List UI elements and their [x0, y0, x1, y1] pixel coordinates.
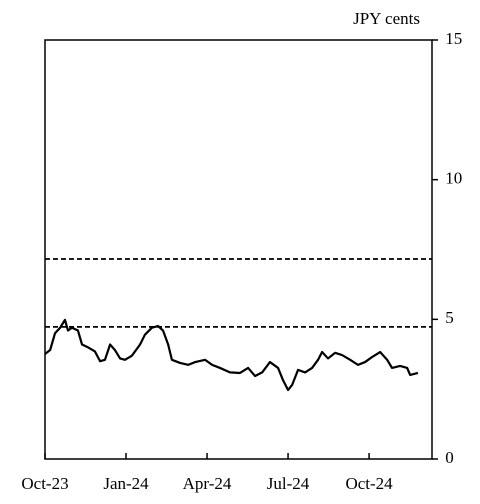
x-tick-label: Jan-24	[103, 474, 149, 493]
x-tick-label: Jul-24	[267, 474, 310, 493]
y-tick-label: 10	[445, 169, 462, 188]
x-tick-label: Apr-24	[183, 474, 232, 493]
y-axis-label: JPY cents	[353, 9, 420, 28]
x-tick-label: Oct-24	[345, 474, 393, 493]
x-tick-label: Oct-23	[21, 474, 68, 493]
y-tick-label: 15	[445, 29, 462, 48]
y-tick-label: 0	[445, 448, 454, 467]
y-tick-label: 5	[445, 308, 454, 327]
plot-frame	[44, 39, 433, 460]
data-line	[44, 318, 419, 392]
